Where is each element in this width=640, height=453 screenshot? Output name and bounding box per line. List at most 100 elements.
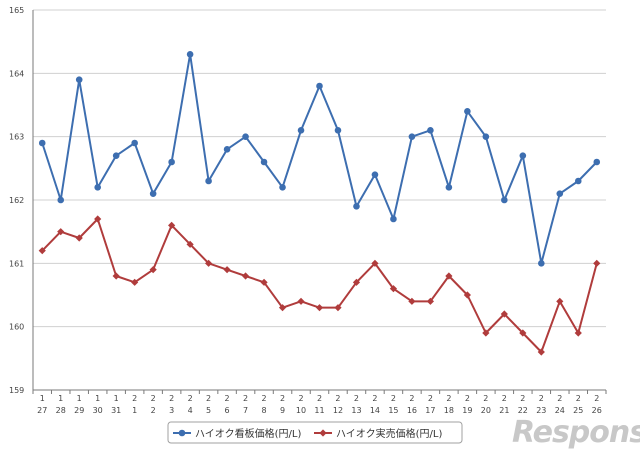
series-1-point — [186, 240, 194, 248]
series-0-point — [168, 158, 175, 166]
series-1-point — [537, 348, 545, 356]
series-0-point — [38, 139, 46, 147]
series-1-point — [445, 272, 453, 280]
series-1-point — [408, 297, 416, 305]
series-1-point — [112, 272, 120, 280]
y-tick-164: 164 — [9, 69, 24, 78]
x-tick-day: 26 — [592, 406, 602, 415]
series-1-point — [371, 259, 379, 267]
x-tick-month: 2 — [298, 394, 303, 403]
series-1-point — [131, 278, 139, 286]
series-1-point — [278, 304, 287, 312]
x-tick-day: 3 — [169, 406, 174, 415]
legend-marker-1 — [319, 429, 327, 437]
series-1-point — [149, 266, 157, 274]
x-tick-month: 2 — [335, 394, 340, 403]
series-1-point — [38, 247, 46, 255]
series-1-point — [556, 297, 564, 305]
x-tick-day: 22 — [518, 406, 528, 415]
legend-label-1: ハイオク実売価格(円/L) — [336, 427, 442, 440]
y-tick-161: 161 — [9, 259, 24, 268]
x-tick-month: 2 — [151, 394, 156, 403]
x-tick-day: 2 — [151, 406, 156, 415]
series-0-point — [538, 260, 545, 267]
series-1-point — [57, 228, 65, 236]
x-tick-month: 1 — [114, 394, 119, 403]
legend: ハイオク看板価格(円/L) ハイオク実売価格(円/L) — [167, 421, 463, 444]
x-tick-month: 2 — [280, 394, 285, 403]
series-0-point — [112, 152, 120, 159]
series-0-point — [334, 127, 342, 134]
series-0-point — [260, 158, 268, 166]
series-0-point — [223, 146, 231, 153]
x-tick-month: 2 — [225, 394, 230, 403]
series-1-point — [593, 259, 601, 267]
x-tick-month: 2 — [539, 394, 544, 403]
series-0-point — [205, 177, 212, 185]
y-tick-labels: 159 160 161 162 163 164 165 — [9, 6, 24, 395]
x-tick-day: 24 — [555, 406, 565, 415]
y-tick-159: 159 — [9, 386, 24, 395]
series-1-point — [260, 278, 268, 286]
x-tick-day: 13 — [351, 406, 361, 415]
series-1-point — [574, 329, 582, 337]
response-watermark: Response. — [512, 415, 640, 450]
series-1-point — [352, 278, 361, 286]
series-0-point — [131, 139, 138, 147]
series-1-point — [204, 259, 213, 267]
series-1-point — [297, 297, 305, 305]
x-tick-day: 31 — [111, 406, 121, 415]
y-tick-162: 162 — [9, 196, 24, 205]
x-tick-month: 2 — [520, 394, 525, 403]
legend-label-0: ハイオク看板価格(円/L) — [195, 427, 301, 440]
x-tick-day: 10 — [296, 406, 306, 415]
series-1-point — [519, 329, 527, 337]
series-0-point — [556, 190, 564, 197]
gridlines — [33, 9, 606, 328]
series-1-point — [426, 297, 435, 305]
x-tick-month: 1 — [40, 394, 45, 403]
x-tick-day: 19 — [462, 406, 472, 415]
x-tick-month: 2 — [483, 394, 488, 403]
series-0-point — [371, 171, 379, 178]
axes — [32, 10, 607, 394]
series-0-point — [242, 133, 249, 140]
series-1-point — [241, 272, 250, 280]
x-tick-day: 11 — [314, 406, 324, 415]
y-tick-163: 163 — [9, 133, 24, 142]
x-tick-day: 23 — [536, 406, 546, 415]
x-tick-day: 4 — [188, 406, 193, 415]
series-1-point — [223, 266, 231, 274]
series-0-point — [279, 184, 286, 191]
x-tick-day: 27 — [37, 406, 47, 415]
series-1-point — [94, 215, 102, 223]
x-tick-month: 2 — [372, 394, 377, 403]
series-0-point — [353, 203, 360, 210]
series-0-point — [186, 51, 194, 58]
x-tick-month: 2 — [594, 394, 599, 403]
x-tick-month: 2 — [188, 394, 193, 403]
series-1-line — [41, 218, 598, 353]
x-tick-day: 17 — [425, 406, 435, 415]
x-tick-month: 2 — [354, 394, 359, 403]
series-0-point — [297, 127, 305, 134]
x-tick-month: 2 — [169, 394, 174, 403]
y-tick-160: 160 — [9, 323, 24, 332]
x-tick-day: 5 — [206, 406, 211, 415]
x-tick-month: 2 — [409, 394, 414, 403]
series-1-point — [389, 285, 398, 293]
series-1-point — [315, 304, 324, 312]
x-tick-month: 2 — [317, 394, 322, 403]
series-0-point — [574, 177, 582, 185]
series-0-point — [445, 184, 453, 191]
x-tick-day: 7 — [243, 406, 248, 415]
series-0-point — [464, 108, 471, 115]
x-tick-day: 12 — [333, 406, 343, 415]
series-0-point — [390, 215, 397, 223]
x-tick-labels: 1271281291301312122232425262728292102112… — [37, 394, 602, 415]
x-tick-day: 15 — [388, 406, 398, 415]
series-1-point — [168, 221, 176, 229]
series-0-point — [593, 158, 601, 166]
x-tick-day: 8 — [262, 406, 267, 415]
x-tick-month: 1 — [77, 394, 82, 403]
